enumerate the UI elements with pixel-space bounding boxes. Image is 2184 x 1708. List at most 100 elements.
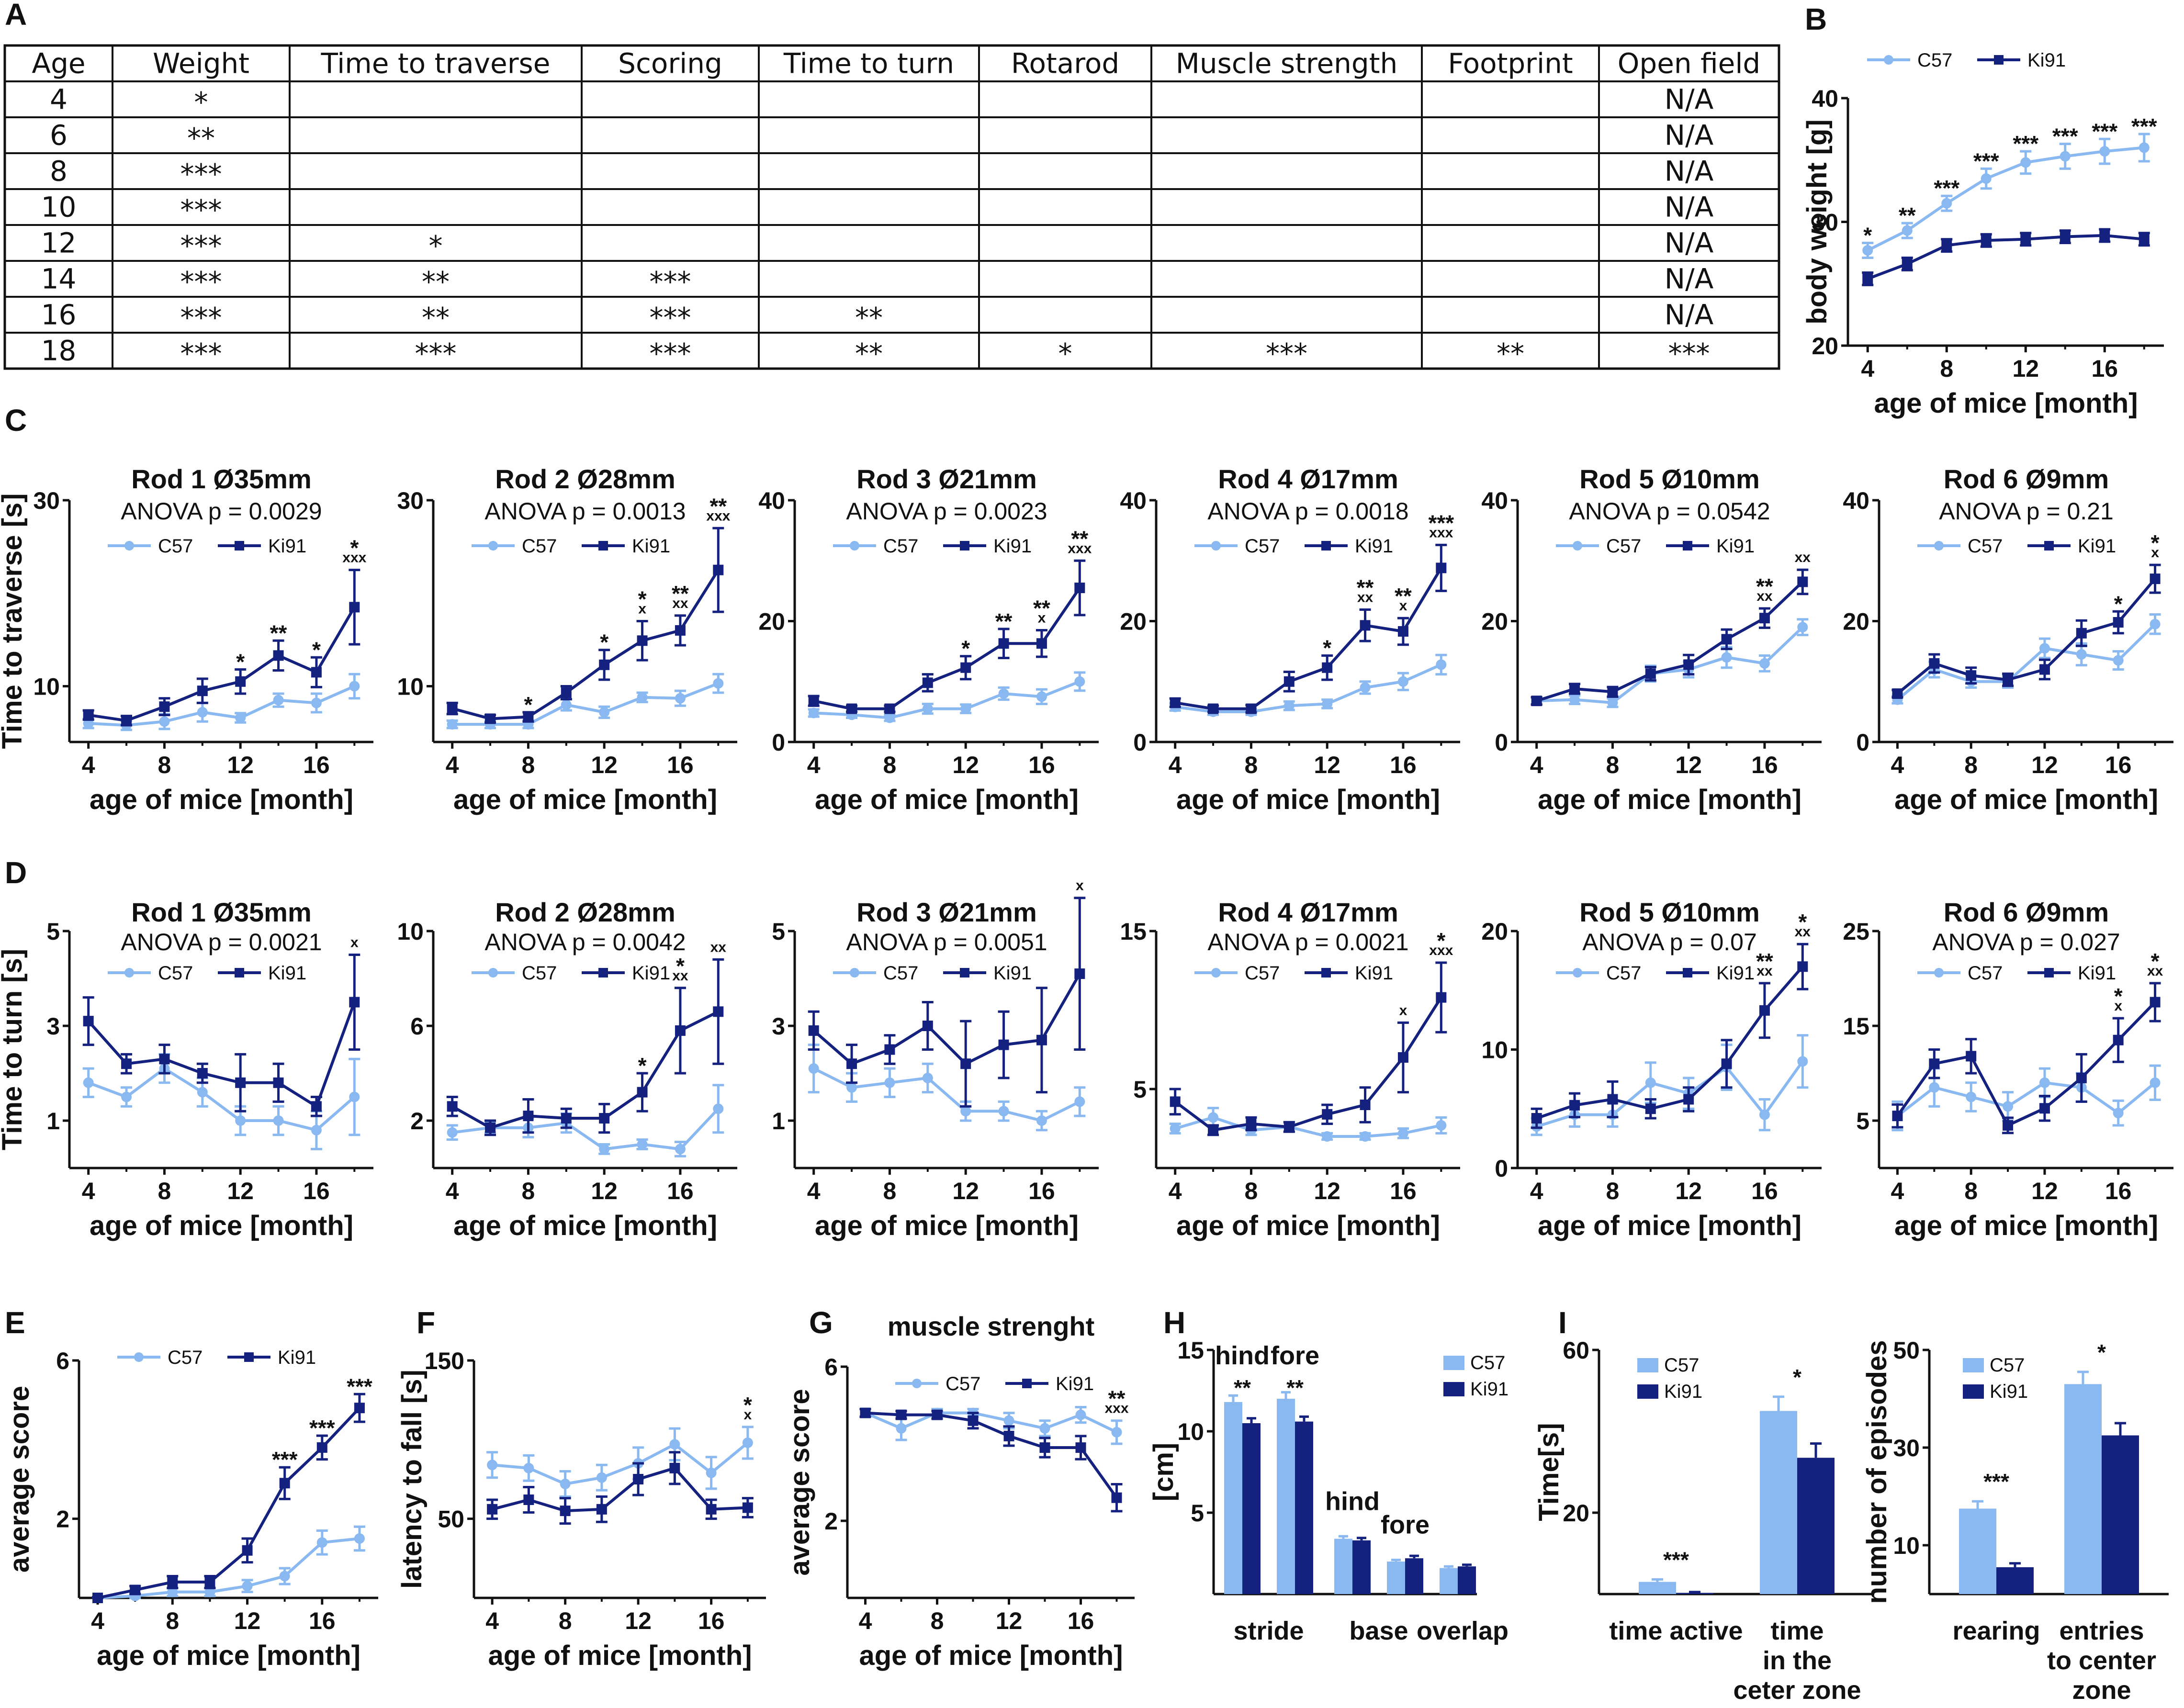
y-tick-label: 20 [1120,608,1147,635]
anova-label: ANOVA p = 0.0018 [1207,498,1408,525]
x-tick-label: 8 [1245,1178,1258,1204]
panel-letter-f: F [417,1305,435,1340]
chart-e: 4 8 12 16 2 6 age of mice [month] average score… [4,1347,378,1671]
legend-label: Ki91 [1355,536,1393,557]
data-point-c57 [2113,655,2124,666]
data-point-ki91 [1892,1111,1903,1122]
significance-marker: *** [309,1416,335,1440]
y-tick-label: 10 [33,673,60,700]
data-point-c57 [487,1460,498,1471]
data-point-ki91 [1759,613,1770,624]
x-axis-label: age of mice [month] [815,1210,1079,1241]
table-header-cell: Muscle strength [1176,47,1397,80]
legend-marker-c57 [1211,968,1221,978]
data-point-ki91 [561,1113,572,1124]
data-point-ki91 [808,1025,819,1036]
chart-title: Rod 5 Ø10mm [1579,464,1760,494]
data-point-ki91 [2099,230,2110,241]
category-label: stride [1233,1617,1304,1645]
legend-marker-ki91 [1683,968,1692,978]
data-point-ki91 [447,1101,458,1112]
data-point-c57 [637,1139,648,1150]
legend-marker-ki91 [1683,541,1692,551]
data-point-ki91 [637,635,648,646]
x-tick-label: 16 [309,1607,336,1634]
series-line-ki91 [1175,567,1442,710]
data-point-c57 [884,1077,895,1088]
series-line-ki91 [1174,996,1442,1132]
data-point-ki91 [1360,620,1371,631]
data-point-c57 [1436,1120,1447,1131]
data-point-ki91 [311,1101,322,1112]
table-cell: *** [180,194,222,226]
table-cell: 6 [50,119,68,152]
data-point-c57 [273,1115,284,1126]
x-tick-label: 8 [522,1178,535,1204]
x-tick-label: 12 [234,1607,261,1634]
x-tick-label: 4 [1530,752,1543,778]
x-axis-label: age of mice [month] [488,1640,752,1671]
data-point-c57 [669,1439,680,1450]
data-point-c57 [197,1087,208,1098]
data-point-ki91 [349,602,360,613]
x-tick-label: 4 [91,1607,104,1634]
significance-x-marker: xx [2147,963,2163,979]
x-tick-label: 4 [1169,1178,1182,1204]
category-label-line: time [1770,1617,1824,1645]
data-point-ki91 [633,1474,644,1484]
data-point-ki91 [273,650,284,661]
data-point-ki91 [279,1478,290,1489]
x-tick-label: 4 [1861,355,1874,382]
anova-label: ANOVA p = 0.0542 [1569,498,1770,525]
series-line-c57 [1536,1060,1804,1128]
significance-marker: ** [1286,1375,1304,1400]
significance-marker: * [2151,949,2160,974]
data-point-c57 [599,1144,610,1155]
series-line-ki91 [812,973,1081,1066]
data-point-ki91 [121,715,132,726]
table-cell: 10 [41,191,77,224]
data-point-c57 [1902,225,1913,236]
x-axis-label: age of mice [month] [1176,784,1440,815]
series-line-c57 [1867,146,2145,252]
chart-title: Rod 1 Ø35mm [131,464,312,494]
data-point-ki91 [1929,658,1940,669]
data-point-c57 [1797,1056,1808,1067]
y-tick-label: 40 [1812,85,1838,112]
legend-label: Ki91 [278,1347,316,1368]
significance-marker: ** [270,620,287,645]
x-tick-label: 12 [1675,1178,1702,1204]
data-point-c57 [1941,198,1952,209]
panel-letter-d: D [5,855,27,890]
y-tick-label: 20 [1481,608,1508,635]
x-tick-label: 4 [446,1178,459,1204]
legend-label: C57 [883,536,918,557]
significance-x-marker: xxx [1104,1401,1128,1416]
data-point-ki91 [1283,676,1295,687]
chart-title: Rod 4 Ø17mm [1218,464,1398,494]
data-point-ki91 [1436,992,1447,1003]
legend-marker-c57 [134,1352,144,1362]
data-point-ki91 [1569,1100,1580,1111]
data-point-ki91 [2139,234,2150,245]
significance-marker: *** [1973,148,1999,173]
data-point-c57 [235,1115,246,1126]
bar-ki91 [1295,1421,1313,1594]
data-point-ki91 [1966,1051,1977,1062]
data-point-ki91 [1246,1118,1257,1129]
series-line-ki91 [1536,966,1804,1120]
data-point-c57 [2003,1101,2014,1112]
data-point-ki91 [706,1504,717,1515]
legend-marker-c57 [1934,968,1944,978]
x-tick-label: 12 [591,1178,618,1204]
legend-marker-c57 [124,541,134,551]
data-point-c57 [447,719,458,730]
data-point-ki91 [487,1504,498,1515]
legend-swatch-ki91 [1443,1382,1464,1396]
table-cell: * [1058,337,1072,370]
y-tick-label: 15 [1843,1013,1869,1040]
significance-marker: * [2114,984,2123,1009]
table-header-cell: Scoring [618,47,722,80]
legend-marker-ki91 [1022,1379,1032,1388]
